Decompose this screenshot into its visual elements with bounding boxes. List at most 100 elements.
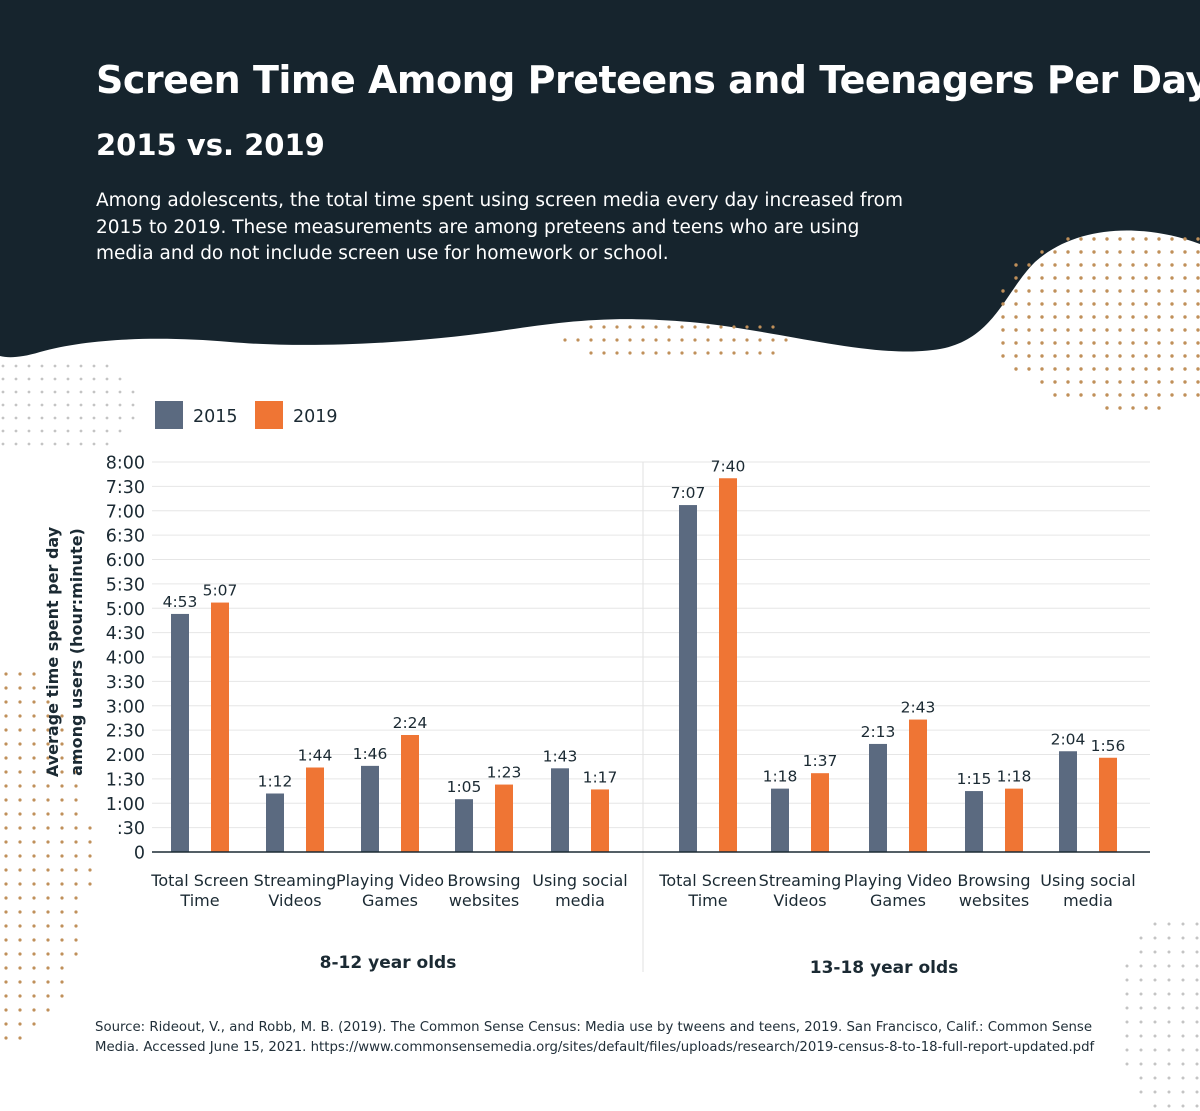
dot [74, 938, 78, 942]
dot [88, 826, 92, 830]
data-label: 2:43 [901, 699, 936, 717]
dot [1014, 315, 1018, 319]
dot [1170, 341, 1174, 345]
dot [693, 338, 697, 342]
dot [66, 416, 70, 420]
dot [1181, 992, 1185, 996]
dot [4, 812, 8, 816]
dot [1196, 250, 1200, 254]
dot [1195, 992, 1199, 996]
dot [1144, 289, 1148, 293]
dot [27, 390, 31, 394]
dot [667, 325, 671, 329]
dot [32, 798, 36, 802]
dot [1092, 367, 1096, 371]
dot [1079, 289, 1083, 293]
dot [18, 728, 22, 732]
dot [771, 351, 775, 355]
dot [66, 390, 70, 394]
dot [1144, 367, 1148, 371]
dot [1157, 237, 1161, 241]
dot [1040, 276, 1044, 280]
bar-2015 [965, 791, 983, 852]
dot [628, 325, 632, 329]
dot [1053, 341, 1057, 345]
dot [60, 784, 64, 788]
dot [1066, 263, 1070, 267]
dot [1, 377, 5, 381]
dot [1170, 263, 1174, 267]
dot [1066, 237, 1070, 241]
dot [4, 826, 8, 830]
dot [32, 742, 36, 746]
dot [40, 403, 44, 407]
dot [1118, 367, 1122, 371]
dot [18, 798, 22, 802]
dot [1131, 393, 1135, 397]
dot [92, 416, 96, 420]
dot [4, 742, 8, 746]
dot [105, 429, 109, 433]
dot [1105, 328, 1109, 332]
dot [1105, 276, 1109, 280]
dot [1195, 964, 1199, 968]
dot [79, 403, 83, 407]
dot [667, 338, 671, 342]
dot [46, 868, 50, 872]
bar-2019 [495, 784, 513, 852]
dot [14, 377, 18, 381]
dot [1183, 341, 1187, 345]
dot [14, 429, 18, 433]
dot [1139, 1006, 1143, 1010]
dot [1027, 263, 1031, 267]
data-label: 7:07 [671, 484, 706, 502]
dot [589, 325, 593, 329]
dot [1053, 263, 1057, 267]
dot [4, 1022, 8, 1026]
dot [1092, 276, 1096, 280]
dot [53, 442, 57, 446]
dot [1001, 289, 1005, 293]
dot [1131, 354, 1135, 358]
dot [1183, 289, 1187, 293]
dot [46, 938, 50, 942]
dot [719, 338, 723, 342]
dot [14, 364, 18, 368]
dot [654, 338, 658, 342]
dot [32, 812, 36, 816]
bar-2015 [1059, 751, 1077, 852]
dot [18, 1008, 22, 1012]
dot [1181, 1104, 1185, 1108]
dot [60, 938, 64, 942]
y-axis-label: Average time spent per day among users (h… [43, 526, 86, 777]
dot [60, 840, 64, 844]
dot [1027, 354, 1031, 358]
dot [105, 377, 109, 381]
category-label: Playing Video Games [336, 871, 444, 910]
dot [14, 403, 18, 407]
dot [680, 351, 684, 355]
dot [1040, 250, 1044, 254]
dot [1183, 393, 1187, 397]
dot [18, 994, 22, 998]
dot [46, 980, 50, 984]
dot [1196, 367, 1200, 371]
y-tick-label: 5:00 [106, 600, 145, 620]
bar-2015 [455, 799, 473, 852]
dot [1027, 315, 1031, 319]
dot [74, 812, 78, 816]
dot [18, 840, 22, 844]
dot [1196, 263, 1200, 267]
dot [1105, 237, 1109, 241]
dot [4, 714, 8, 718]
dot [1183, 237, 1187, 241]
dot [1195, 1104, 1199, 1108]
dot [1118, 263, 1122, 267]
dot [745, 325, 749, 329]
dot [4, 686, 8, 690]
dot [1118, 315, 1122, 319]
y-tick-label: 5:30 [106, 575, 145, 595]
category-label: Browsing websites [957, 871, 1030, 910]
